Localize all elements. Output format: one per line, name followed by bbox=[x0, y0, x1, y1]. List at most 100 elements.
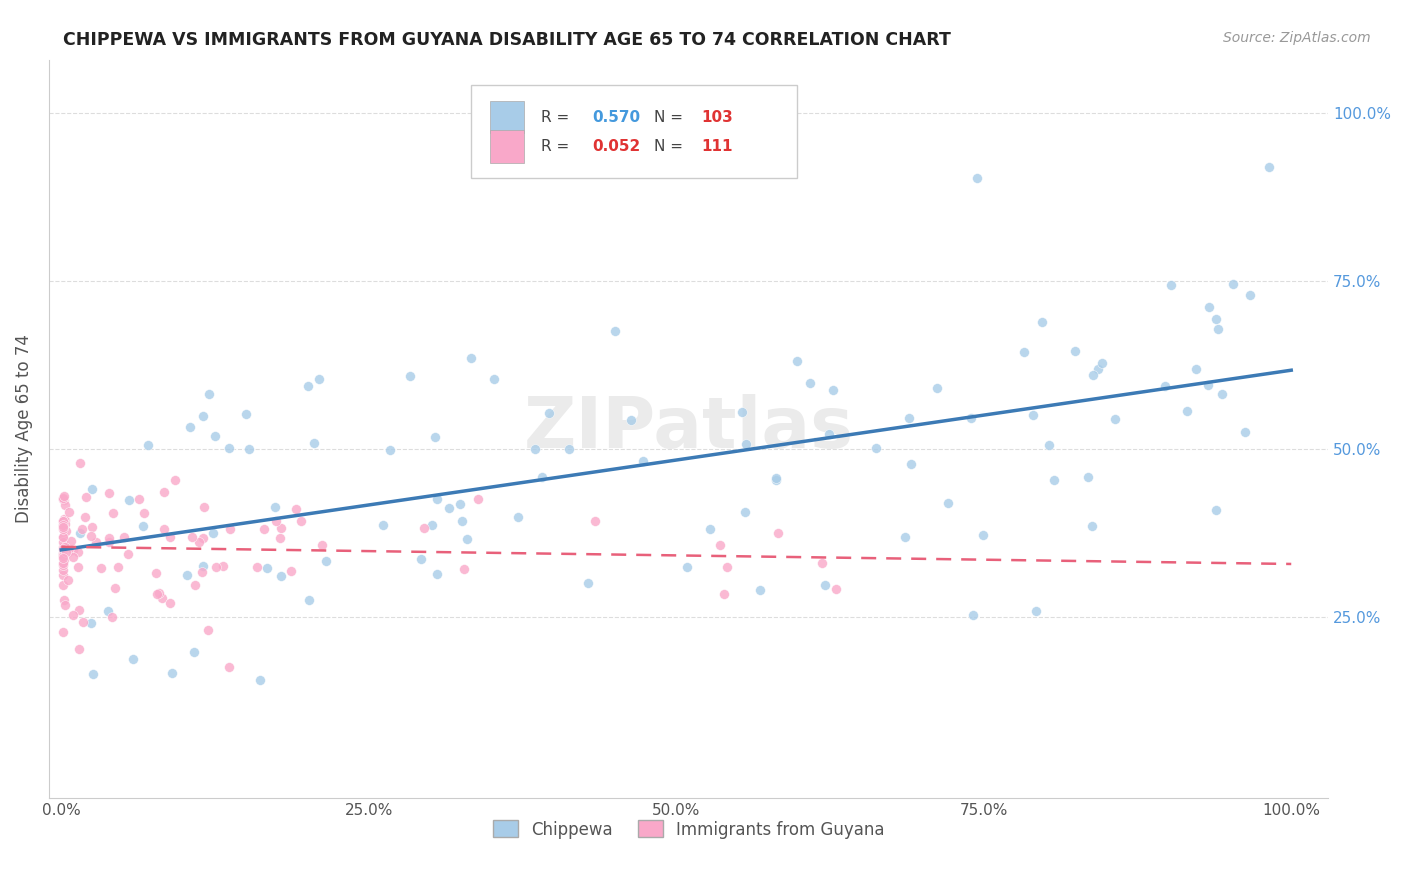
Point bbox=[297, 592, 319, 607]
Point bbox=[101, 610, 124, 624]
Point bbox=[62, 550, 84, 565]
Point bbox=[482, 372, 505, 386]
Point bbox=[270, 569, 292, 583]
Point bbox=[1031, 315, 1053, 329]
Point bbox=[55, 524, 77, 538]
Point bbox=[814, 578, 837, 592]
Text: 0.570: 0.570 bbox=[592, 110, 641, 125]
Point bbox=[897, 410, 920, 425]
Point bbox=[51, 514, 73, 528]
Point bbox=[1205, 312, 1227, 326]
Point bbox=[315, 554, 337, 568]
Point bbox=[201, 525, 224, 540]
Point bbox=[1064, 344, 1087, 359]
Point bbox=[132, 506, 155, 520]
Point bbox=[150, 591, 173, 606]
Point bbox=[699, 522, 721, 536]
Point bbox=[51, 567, 73, 582]
Text: R =: R = bbox=[541, 110, 575, 125]
Point bbox=[51, 492, 73, 507]
Point bbox=[765, 471, 787, 485]
Point bbox=[183, 578, 205, 592]
Point bbox=[53, 598, 76, 612]
Point bbox=[204, 429, 226, 443]
Point bbox=[53, 512, 76, 526]
Point bbox=[1206, 322, 1229, 336]
Point bbox=[530, 469, 553, 483]
Point bbox=[269, 531, 291, 545]
Point bbox=[53, 489, 76, 503]
Point bbox=[191, 409, 214, 423]
Point bbox=[583, 514, 606, 528]
Point bbox=[180, 530, 202, 544]
Point bbox=[51, 518, 73, 533]
Point bbox=[66, 560, 89, 574]
Point bbox=[308, 372, 330, 386]
Legend: Chippewa, Immigrants from Guyana: Chippewa, Immigrants from Guyana bbox=[486, 814, 891, 846]
Point bbox=[894, 530, 917, 544]
Point bbox=[1198, 300, 1220, 314]
Point bbox=[52, 552, 75, 566]
Point bbox=[148, 585, 170, 599]
Point bbox=[811, 556, 834, 570]
Point bbox=[735, 437, 758, 451]
Point bbox=[437, 500, 460, 515]
Point bbox=[311, 538, 333, 552]
Point bbox=[749, 582, 772, 597]
Point bbox=[90, 561, 112, 575]
Point bbox=[709, 539, 731, 553]
Point bbox=[900, 458, 922, 472]
Point bbox=[1257, 161, 1279, 175]
Point bbox=[1038, 438, 1060, 452]
Point bbox=[58, 544, 80, 558]
Point bbox=[52, 493, 75, 508]
Point bbox=[56, 574, 79, 588]
Point bbox=[82, 482, 104, 496]
Point bbox=[98, 534, 121, 549]
Point bbox=[297, 378, 319, 392]
Point bbox=[51, 514, 73, 528]
Point bbox=[51, 492, 73, 507]
Point bbox=[676, 560, 699, 574]
Point bbox=[52, 512, 75, 526]
Point bbox=[1234, 425, 1257, 439]
Point bbox=[69, 456, 91, 470]
Point bbox=[165, 473, 187, 487]
Point bbox=[70, 522, 93, 536]
Point bbox=[413, 521, 436, 535]
Text: 0.052: 0.052 bbox=[592, 139, 641, 154]
Point bbox=[79, 528, 101, 542]
Point bbox=[786, 354, 808, 368]
Point bbox=[153, 484, 176, 499]
Point bbox=[117, 547, 139, 561]
Point bbox=[191, 558, 214, 573]
Point bbox=[425, 430, 447, 444]
Point bbox=[966, 171, 988, 186]
Point bbox=[285, 502, 308, 516]
Point bbox=[1043, 473, 1066, 487]
Point bbox=[188, 534, 211, 549]
Point bbox=[371, 517, 394, 532]
Point bbox=[51, 530, 73, 544]
Point bbox=[53, 499, 76, 513]
Text: 111: 111 bbox=[702, 139, 733, 154]
Point bbox=[558, 442, 581, 456]
Point bbox=[1090, 356, 1112, 370]
Point bbox=[256, 561, 278, 575]
Text: ZIPatlas: ZIPatlas bbox=[523, 394, 853, 463]
Point bbox=[449, 498, 471, 512]
Point bbox=[264, 500, 287, 514]
Point bbox=[107, 560, 129, 574]
Point bbox=[52, 563, 75, 577]
Point bbox=[51, 547, 73, 561]
Point bbox=[1160, 278, 1182, 293]
Point bbox=[51, 491, 73, 505]
Point bbox=[865, 441, 887, 455]
Point bbox=[605, 325, 627, 339]
Point bbox=[179, 420, 201, 434]
Point bbox=[264, 515, 287, 529]
Point bbox=[112, 530, 135, 544]
Point bbox=[205, 560, 228, 574]
Point bbox=[101, 506, 124, 520]
Point bbox=[936, 496, 959, 510]
